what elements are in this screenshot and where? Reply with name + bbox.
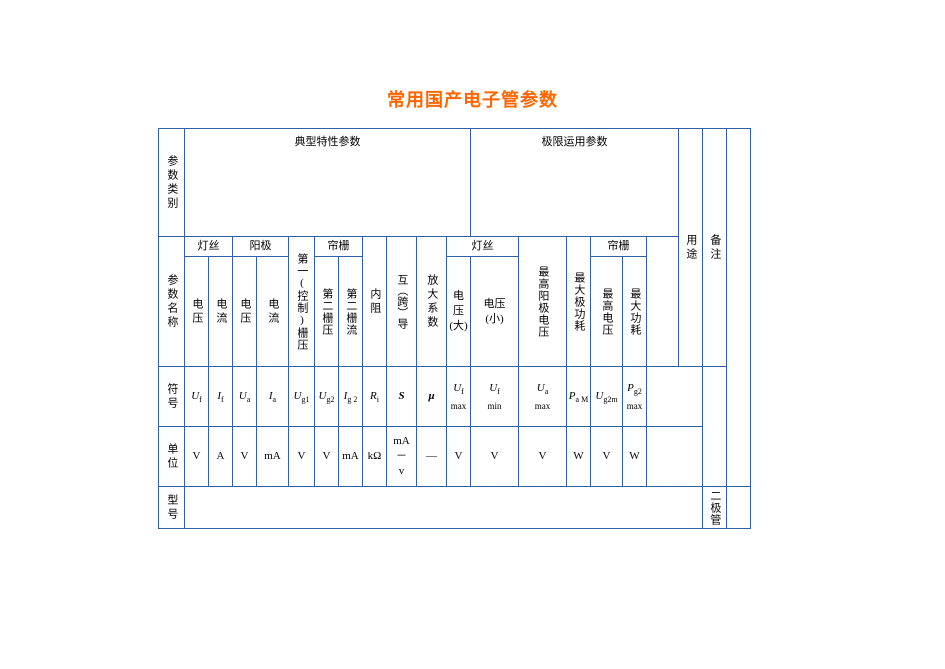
unit-4: mA <box>257 427 289 487</box>
unit-12: V <box>471 427 519 487</box>
unit-8: kΩ <box>363 427 387 487</box>
sym-pam: Pa M <box>567 367 591 427</box>
sym-ufmin: Ufmin <box>471 367 519 427</box>
hdr-max-anode-v: 最高阳极电压 <box>519 237 567 367</box>
unit-empty <box>647 427 703 487</box>
hdr-typical-group: 典型特性参数 <box>185 129 471 237</box>
unit-7: mA <box>339 427 363 487</box>
hdr-fil-c: 电流 <box>209 257 233 367</box>
hdr-param-name: 参数名称 <box>159 237 185 367</box>
sym-s: S <box>387 367 417 427</box>
hdr-filament: 灯丝 <box>185 237 233 257</box>
sym-if: If <box>209 367 233 427</box>
hdr-amp-factor: 放大系数 <box>417 237 447 367</box>
unit-11: V <box>447 427 471 487</box>
unit-6: V <box>315 427 339 487</box>
hdr-maxv: 最高电压 <box>591 257 623 367</box>
sym-ufmax: Ufmax <box>447 367 471 427</box>
hdr-an-c: 电流 <box>257 257 289 367</box>
hdr-usage: 用途 <box>679 129 703 367</box>
unit-15: V <box>591 427 623 487</box>
row-model-label: 型号 <box>159 487 185 529</box>
model-empty <box>185 487 703 529</box>
unit-2: A <box>209 427 233 487</box>
sym-ug1: Ug1 <box>289 367 315 427</box>
sym-pg2: Pg2max <box>623 367 647 427</box>
sym-ug2: Ug2 <box>315 367 339 427</box>
hdr-transconductance: 互（跨）导 <box>387 237 417 367</box>
unit-3: V <box>233 427 257 487</box>
parameter-table: 参数类别 典型特性参数 极限运用参数 用途 备注 参数名称 灯丝 阳极 第一(控… <box>158 128 751 529</box>
hdr-screen-grid2: 帘栅 <box>591 237 647 257</box>
sym-empty <box>647 367 703 427</box>
sym-ua: Ua <box>233 367 257 427</box>
hdr-vlarge: 电压(大) <box>447 257 471 367</box>
unit-1: V <box>185 427 209 487</box>
hdr-internal-res: 内阻 <box>363 237 387 367</box>
diode-label: 二极管 <box>703 487 727 529</box>
hdr-filament2: 灯丝 <box>447 237 519 257</box>
sym-mu: μ <box>417 367 447 427</box>
sym-ug2m: Ug2m <box>591 367 623 427</box>
unit-10: — <box>417 427 447 487</box>
hdr-fil-v: 电压 <box>185 257 209 367</box>
hdr-remark: 备注 <box>703 129 727 367</box>
unit-13: V <box>519 427 567 487</box>
parameter-table-wrap: 参数类别 典型特性参数 极限运用参数 用途 备注 参数名称 灯丝 阳极 第一(控… <box>158 128 751 529</box>
row-symbol-label: 符号 <box>159 367 185 427</box>
row-unit-label: 单位 <box>159 427 185 487</box>
hdr-screen-grid: 帘栅 <box>315 237 363 257</box>
sym-ri: Ri <box>363 367 387 427</box>
spacer-right <box>727 129 751 487</box>
sym-uamax: Uamax <box>519 367 567 427</box>
hdr-maxp: 最大功耗 <box>623 257 647 367</box>
hdr-anode: 阳极 <box>233 237 289 257</box>
hdr-param-category: 参数类别 <box>159 129 185 237</box>
sym-uf: Uf <box>185 367 209 427</box>
hdr-s2c: 第二栅流 <box>339 257 363 367</box>
hdr-max-anode-p: 最大极功耗 <box>567 237 591 367</box>
unit-9: mA－v <box>387 427 417 487</box>
model-spacer <box>727 487 751 529</box>
unit-14: W <box>567 427 591 487</box>
hdr-first-grid: 第一(控制)栅压 <box>289 237 315 367</box>
hdr-s2v: 第二栅压 <box>315 257 339 367</box>
hdr-an-v: 电压 <box>233 257 257 367</box>
sym-ig2: Ig 2 <box>339 367 363 427</box>
hdr-vsmall: 电压(小) <box>471 257 519 367</box>
sym-ia: Ia <box>257 367 289 427</box>
page-title: 常用国产电子管参数 <box>0 86 945 112</box>
hdr-limit-group: 极限运用参数 <box>471 129 679 237</box>
unit-5: V <box>289 427 315 487</box>
unit-16: W <box>623 427 647 487</box>
